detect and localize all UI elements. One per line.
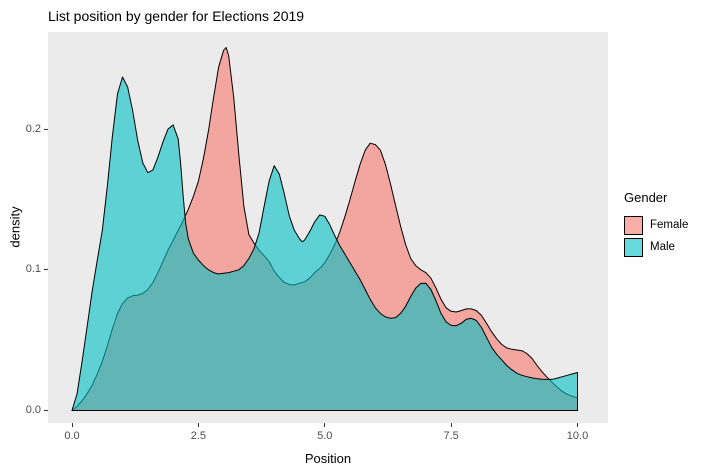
x-tick-label: 10.0: [566, 430, 589, 442]
legend-label-male: Male: [650, 241, 675, 253]
y-tick-label: 0.2: [25, 122, 41, 135]
legend-item-female: Female: [624, 214, 688, 236]
x-tick-mark: [450, 423, 452, 427]
density-plot-area: [71, 47, 578, 411]
x-tick-mark: [71, 423, 73, 427]
y-axis-title: density: [7, 206, 23, 248]
y-tick-label: 0.0: [25, 404, 41, 416]
x-tick-label: 5.0: [317, 430, 333, 442]
legend: Gender Female Male: [624, 190, 688, 258]
density-area-male: [71, 76, 578, 411]
legend-key-male-swatch: [624, 237, 643, 257]
x-tick-mark: [577, 423, 578, 427]
y-tick-mark: [44, 410, 48, 411]
legend-item-male: Male: [624, 236, 688, 258]
plot-title: List position by gender for Elections 20…: [48, 8, 305, 24]
x-tick-mark: [324, 423, 326, 427]
x-tick-label: 2.5: [190, 430, 207, 442]
x-tick-label: 7.5: [443, 430, 459, 442]
y-tick-mark: [44, 269, 48, 271]
legend-title: Gender: [624, 190, 668, 205]
x-tick-mark: [197, 423, 199, 427]
y-tick-mark: [44, 128, 48, 130]
y-tick-label: 0.1: [25, 263, 41, 276]
plot-panel: [48, 32, 608, 423]
legend-key-female-swatch: [624, 215, 643, 235]
x-tick-label: 0.0: [64, 430, 80, 442]
legend-label-female: Female: [650, 219, 689, 231]
x-axis-title: Position: [304, 451, 352, 466]
